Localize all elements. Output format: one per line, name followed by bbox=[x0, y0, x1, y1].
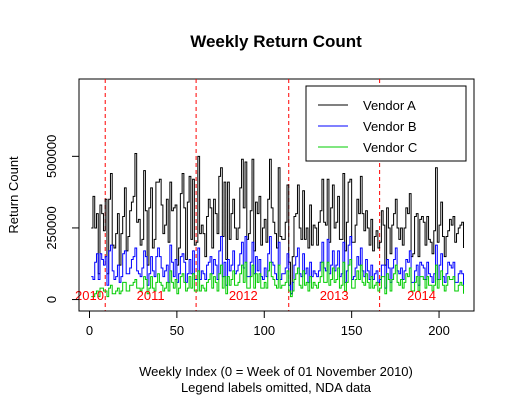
x-axis-label: Weekly Index (0 = Week of 01 November 20… bbox=[139, 364, 413, 379]
chart-title: Weekly Return Count bbox=[190, 32, 362, 51]
y-tick-label-2: 500000 bbox=[44, 135, 59, 178]
y-axis-label: Return Count bbox=[6, 156, 21, 234]
year-label-4: 2014 bbox=[407, 288, 436, 303]
legend-label-0: Vendor A bbox=[363, 98, 416, 113]
legend: Vendor A Vendor B Vendor C bbox=[305, 85, 467, 162]
series-line-vendor-a bbox=[91, 152, 465, 295]
x-tick-label-2: 100 bbox=[253, 323, 275, 338]
x-tick-label-4: 200 bbox=[428, 323, 450, 338]
year-label-2: 2012 bbox=[229, 288, 258, 303]
year-labels: 2010 2011 2012 2013 2014 bbox=[75, 288, 436, 303]
x-tick-label-0: 0 bbox=[86, 323, 93, 338]
y-tick-label-0: 0 bbox=[44, 296, 59, 303]
year-label-3: 2013 bbox=[320, 288, 349, 303]
year-label-1: 2011 bbox=[137, 288, 165, 303]
x-tick-label-1: 50 bbox=[170, 323, 184, 338]
legend-box bbox=[305, 85, 467, 162]
year-label-0: 2010 bbox=[75, 288, 104, 303]
legend-label-2: Vendor C bbox=[363, 140, 417, 155]
x-tick-label-3: 150 bbox=[341, 323, 363, 338]
series-line-vendor-c bbox=[91, 258, 465, 298]
y-axis: 0 250000 500000 bbox=[44, 135, 80, 303]
y-tick-label-1: 250000 bbox=[44, 206, 59, 249]
chart-subtitle: Legend labels omitted, NDA data bbox=[181, 380, 372, 395]
series-line-vendor-b bbox=[91, 236, 465, 295]
x-axis: 0 50 100 150 200 bbox=[86, 310, 450, 338]
legend-label-1: Vendor B bbox=[363, 119, 417, 134]
series-layer bbox=[91, 152, 465, 298]
